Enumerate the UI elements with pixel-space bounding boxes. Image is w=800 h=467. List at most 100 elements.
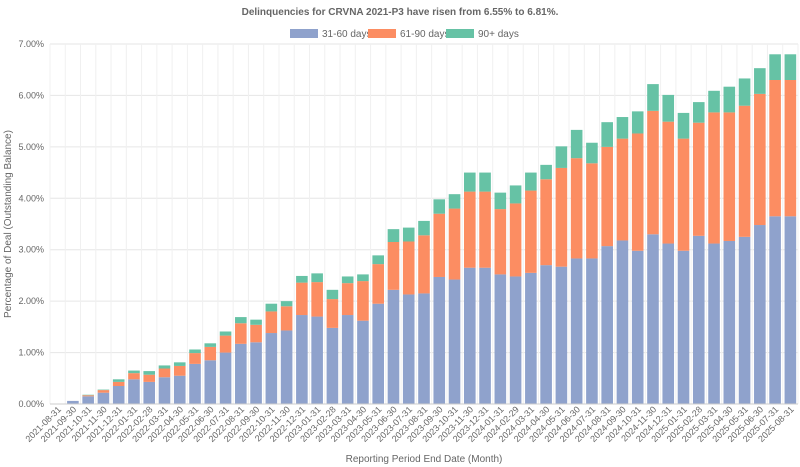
bar-61-90-days (280, 306, 293, 331)
bar-61-90-days (143, 374, 156, 382)
bar-90-days (708, 90, 720, 113)
bar-61-90-days (173, 365, 186, 376)
bar-31-60-days (708, 243, 720, 404)
y-tick-label: 7.00% (18, 39, 44, 49)
bar-31-60-days (402, 294, 415, 404)
bar-90-days (158, 365, 171, 369)
bar-31-60-days (418, 293, 430, 404)
bar-61-90-days (464, 191, 476, 268)
bar-31-60-days (372, 303, 384, 404)
bar-61-90-days (631, 133, 644, 251)
y-tick-label: 0.00% (18, 399, 44, 409)
y-axis-ticks: 0.00% 1.00% 2.00% 3.00% 4.00% 5.00% 6.00% 7.00% (18, 39, 44, 409)
legend: 31-60 days 61-90 days 90+ days (290, 29, 519, 40)
bar-31-60-days (692, 235, 705, 404)
bar-31-60-days (204, 360, 217, 404)
bar-31-60-days (296, 315, 308, 404)
bar-61-90-days (235, 323, 247, 344)
bar-90-days (692, 102, 705, 123)
bar-90-days (112, 379, 125, 382)
bar-31-60-days (341, 315, 354, 404)
bar-31-60-days (448, 279, 461, 404)
bar-31-60-days (158, 377, 171, 404)
y-tick-label: 4.00% (18, 193, 44, 203)
y-tick-label: 3.00% (18, 245, 44, 255)
legend-swatch (290, 29, 318, 38)
bar-31-60-days (235, 343, 247, 404)
bar-31-60-days (540, 265, 552, 404)
bar-61-90-days (158, 368, 171, 378)
bar-61-90-days (540, 179, 552, 266)
bar-90-days (769, 54, 781, 80)
bar-61-90-days (372, 264, 384, 304)
bar-31-60-days (723, 240, 736, 404)
bar-61-90-days (479, 191, 491, 268)
bar-61-90-days (112, 381, 125, 386)
bar-90-days (540, 164, 552, 180)
bar-61-90-days (692, 122, 705, 236)
bar-31-60-days (586, 258, 598, 404)
bar-31-60-days (662, 243, 675, 404)
bar-61-90-days (555, 167, 568, 267)
bar-61-90-days (387, 242, 400, 290)
bar-31-60-days (357, 320, 369, 404)
legend-label: 61-90 days (400, 29, 449, 40)
bar-31-60-days (67, 400, 79, 404)
bar-90-days (357, 274, 369, 282)
bar-61-90-days (433, 213, 446, 277)
bar-31-60-days (479, 267, 491, 404)
legend-swatch (368, 29, 396, 38)
bar-31-60-days (143, 381, 156, 404)
bar-90-days (631, 111, 644, 134)
bar-31-60-days (677, 250, 690, 404)
bar-90-days (280, 301, 293, 307)
bar-31-60-days (769, 216, 781, 404)
bar-90-days (570, 129, 583, 159)
bar-90-days (555, 146, 568, 168)
bar-90-days (433, 199, 446, 214)
bar-61-90-days (708, 112, 720, 244)
bar-31-60-days (189, 363, 201, 404)
bar-90-days (143, 371, 156, 375)
bar-61-90-days (97, 390, 110, 393)
bar-61-90-days (677, 138, 690, 251)
bar-31-60-days (509, 276, 522, 404)
bar-61-90-days (219, 335, 232, 353)
bar-31-60-days (173, 375, 186, 404)
bar-61-90-days (311, 282, 323, 317)
bar-90-days (601, 122, 613, 147)
y-tick-label: 6.00% (18, 90, 44, 100)
bar-90-days (754, 68, 766, 94)
chart-title: Delinquencies for CRVNA 2021-P3 have ris… (242, 7, 559, 18)
bar-90-days (479, 172, 491, 192)
bar-61-90-days (448, 208, 461, 280)
bar-31-60-days (387, 289, 400, 404)
y-axis-label: Percentage of Deal (Outstanding Balance) (3, 130, 14, 318)
legend-label: 90+ days (478, 29, 519, 40)
bar-31-60-days (128, 379, 140, 404)
bar-31-60-days (784, 216, 797, 404)
bar-90-days (311, 273, 323, 283)
bar-61-90-days (128, 373, 140, 380)
bar-31-60-days (464, 267, 476, 404)
bar-31-60-days (601, 246, 613, 404)
bar-61-90-days (570, 158, 583, 259)
bar-61-90-days (265, 311, 278, 334)
bar-61-90-days (82, 395, 94, 397)
bar-90-days (738, 78, 751, 106)
bar-90-days (128, 370, 140, 374)
bar-61-90-days (616, 138, 629, 241)
bars (67, 54, 797, 404)
bar-31-60-days (280, 330, 293, 404)
bar-61-90-days (784, 80, 797, 217)
bar-90-days (97, 389, 110, 391)
bar-90-days (173, 362, 186, 366)
bar-61-90-days (189, 353, 201, 364)
bar-90-days (82, 394, 94, 396)
bar-61-90-days (357, 281, 369, 321)
y-tick-label: 5.00% (18, 142, 44, 152)
bar-31-60-days (570, 258, 583, 404)
gridlines (49, 43, 799, 405)
bar-61-90-days (754, 93, 766, 226)
bar-31-60-days (525, 272, 537, 404)
